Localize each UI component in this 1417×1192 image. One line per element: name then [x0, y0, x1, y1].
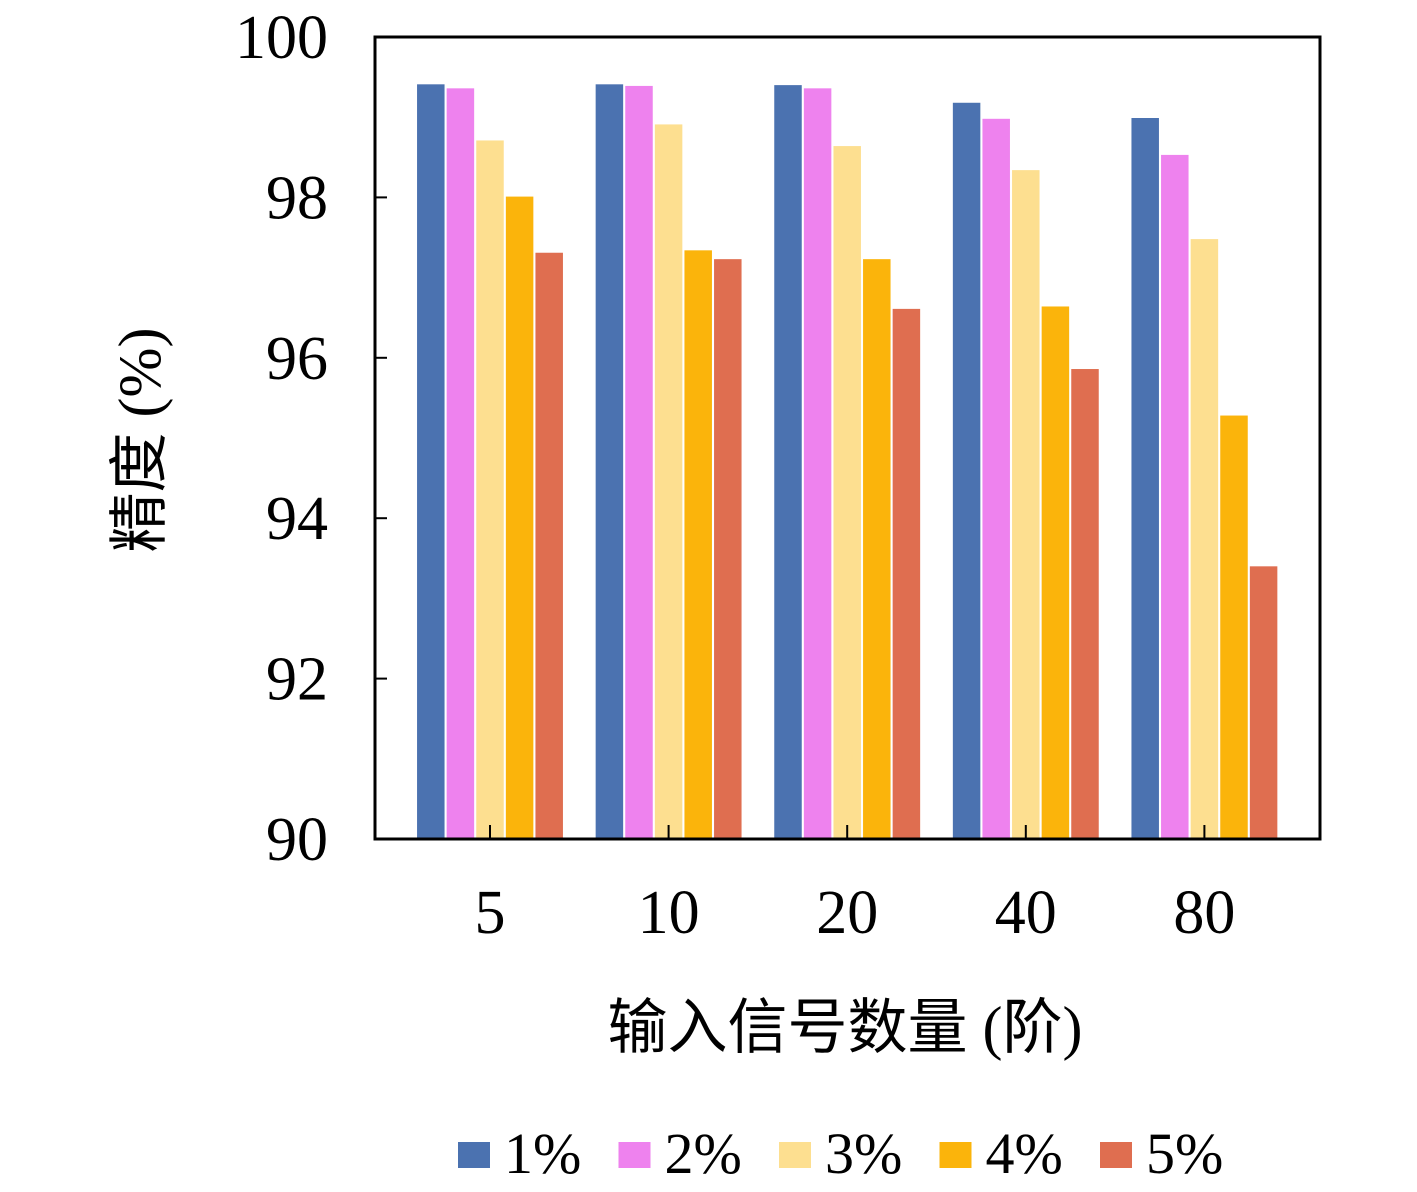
legend-label: 1% — [504, 1121, 581, 1186]
legend-swatch — [1100, 1142, 1132, 1168]
bar-5pct-80 — [1249, 566, 1278, 839]
x-tick-label: 5 — [475, 879, 506, 947]
legend-swatch — [939, 1142, 972, 1168]
bar-3pct-20 — [833, 146, 861, 839]
y-tick-label: 90 — [266, 806, 328, 874]
bar-4pct-5 — [505, 196, 534, 839]
bar-5pct-5 — [535, 252, 563, 839]
y-tick-label: 92 — [266, 646, 328, 714]
tick-marks — [375, 36, 1206, 840]
legend-item: 2% — [618, 1121, 742, 1186]
legend-item: 1% — [458, 1121, 581, 1186]
bar-5pct-20 — [892, 308, 921, 839]
bar-1pct-80 — [1131, 118, 1159, 839]
bar-4pct-40 — [1041, 306, 1070, 839]
legend-swatch — [618, 1142, 651, 1168]
y-tick-label: 100 — [235, 4, 328, 72]
legend: 1% 2% 3% 4% 5% — [458, 1121, 1223, 1186]
x-tick-label: 80 — [1173, 879, 1235, 947]
bar-1pct-40 — [952, 102, 981, 840]
bar-1pct-20 — [774, 85, 802, 840]
bar-1pct-10 — [595, 84, 624, 840]
legend-label: 5% — [1146, 1121, 1223, 1186]
bar-3pct-5 — [476, 140, 504, 839]
bar-5pct-10 — [714, 259, 742, 839]
legend-label: 2% — [665, 1121, 742, 1186]
bar-4pct-10 — [684, 250, 712, 839]
x-tick-labels: 5 10 20 40 80 — [475, 879, 1236, 947]
x-tick-label: 10 — [638, 879, 700, 947]
legend-item: 3% — [779, 1121, 902, 1186]
legend-item: 4% — [939, 1121, 1063, 1186]
bar-3pct-40 — [1012, 170, 1040, 839]
bar-5pct-40 — [1071, 369, 1099, 839]
bar-2pct-10 — [625, 85, 653, 839]
bar-2pct-20 — [803, 88, 832, 839]
x-tick-label: 40 — [995, 879, 1057, 947]
x-tick-label: 20 — [816, 879, 878, 947]
y-tick-labels: 90 92 94 96 98 100 — [235, 4, 328, 874]
bar-2pct-5 — [446, 88, 475, 839]
bar-3pct-80 — [1190, 239, 1219, 839]
y-tick-label: 94 — [266, 485, 328, 553]
bar-3pct-10 — [654, 124, 683, 840]
y-axis-label: 精度 (%) — [107, 328, 173, 553]
legend-label: 3% — [825, 1121, 902, 1186]
bars-layer — [417, 84, 1278, 840]
bar-4pct-20 — [863, 259, 891, 839]
bar-2pct-40 — [982, 118, 1010, 839]
legend-swatch — [458, 1142, 490, 1168]
legend-item: 5% — [1100, 1121, 1223, 1186]
bar-1pct-5 — [417, 84, 445, 840]
y-tick-label: 96 — [266, 325, 328, 393]
y-tick-label: 98 — [266, 164, 328, 232]
legend-swatch — [779, 1142, 811, 1168]
legend-label: 4% — [986, 1121, 1063, 1186]
x-axis-label: 输入信号数量 (阶) — [608, 995, 1083, 1061]
bar-4pct-80 — [1220, 415, 1248, 839]
bar-2pct-80 — [1161, 154, 1189, 840]
